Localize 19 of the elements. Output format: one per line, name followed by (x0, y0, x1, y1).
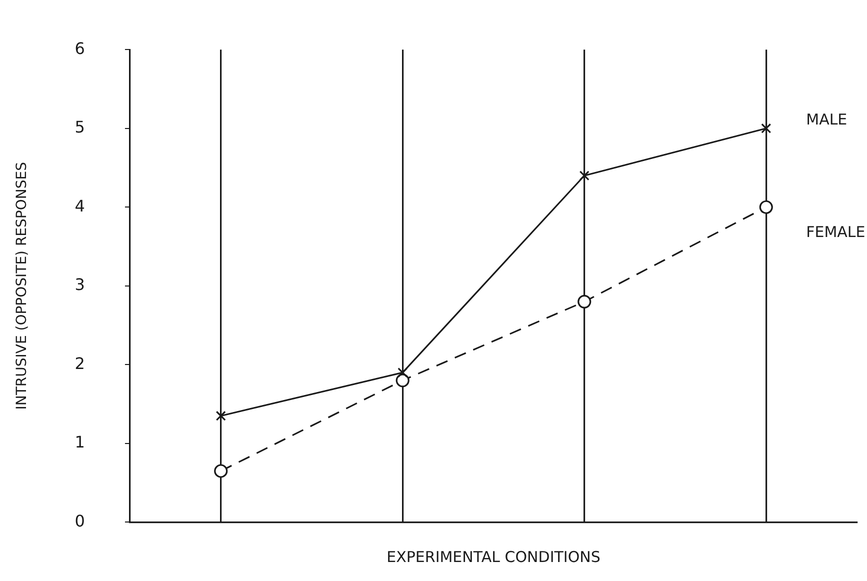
x-axis-title: EXPERIMENTAL CONDITIONS (386, 548, 600, 566)
text: MALE (806, 110, 848, 128)
point (214, 464, 228, 478)
point (578, 294, 592, 308)
y-axis-title: INTRUSIVE (OPPOSITE) RESPONSES (14, 162, 30, 410)
y-tick-label: 1 (74, 432, 85, 452)
y-tick-label: 6 (74, 38, 85, 58)
point (216, 410, 226, 421)
text: FEMALE (806, 223, 866, 242)
y-tick-label: 0 (74, 511, 85, 530)
point (579, 170, 590, 181)
point (761, 123, 772, 134)
y-tick-label: 2 (74, 354, 85, 373)
y-tick-label: 3 (74, 275, 85, 294)
point (759, 200, 773, 214)
point (398, 368, 408, 378)
y-tick-label: 5 (74, 118, 85, 137)
point (396, 374, 410, 388)
y-tick-label: 4 (74, 196, 85, 216)
